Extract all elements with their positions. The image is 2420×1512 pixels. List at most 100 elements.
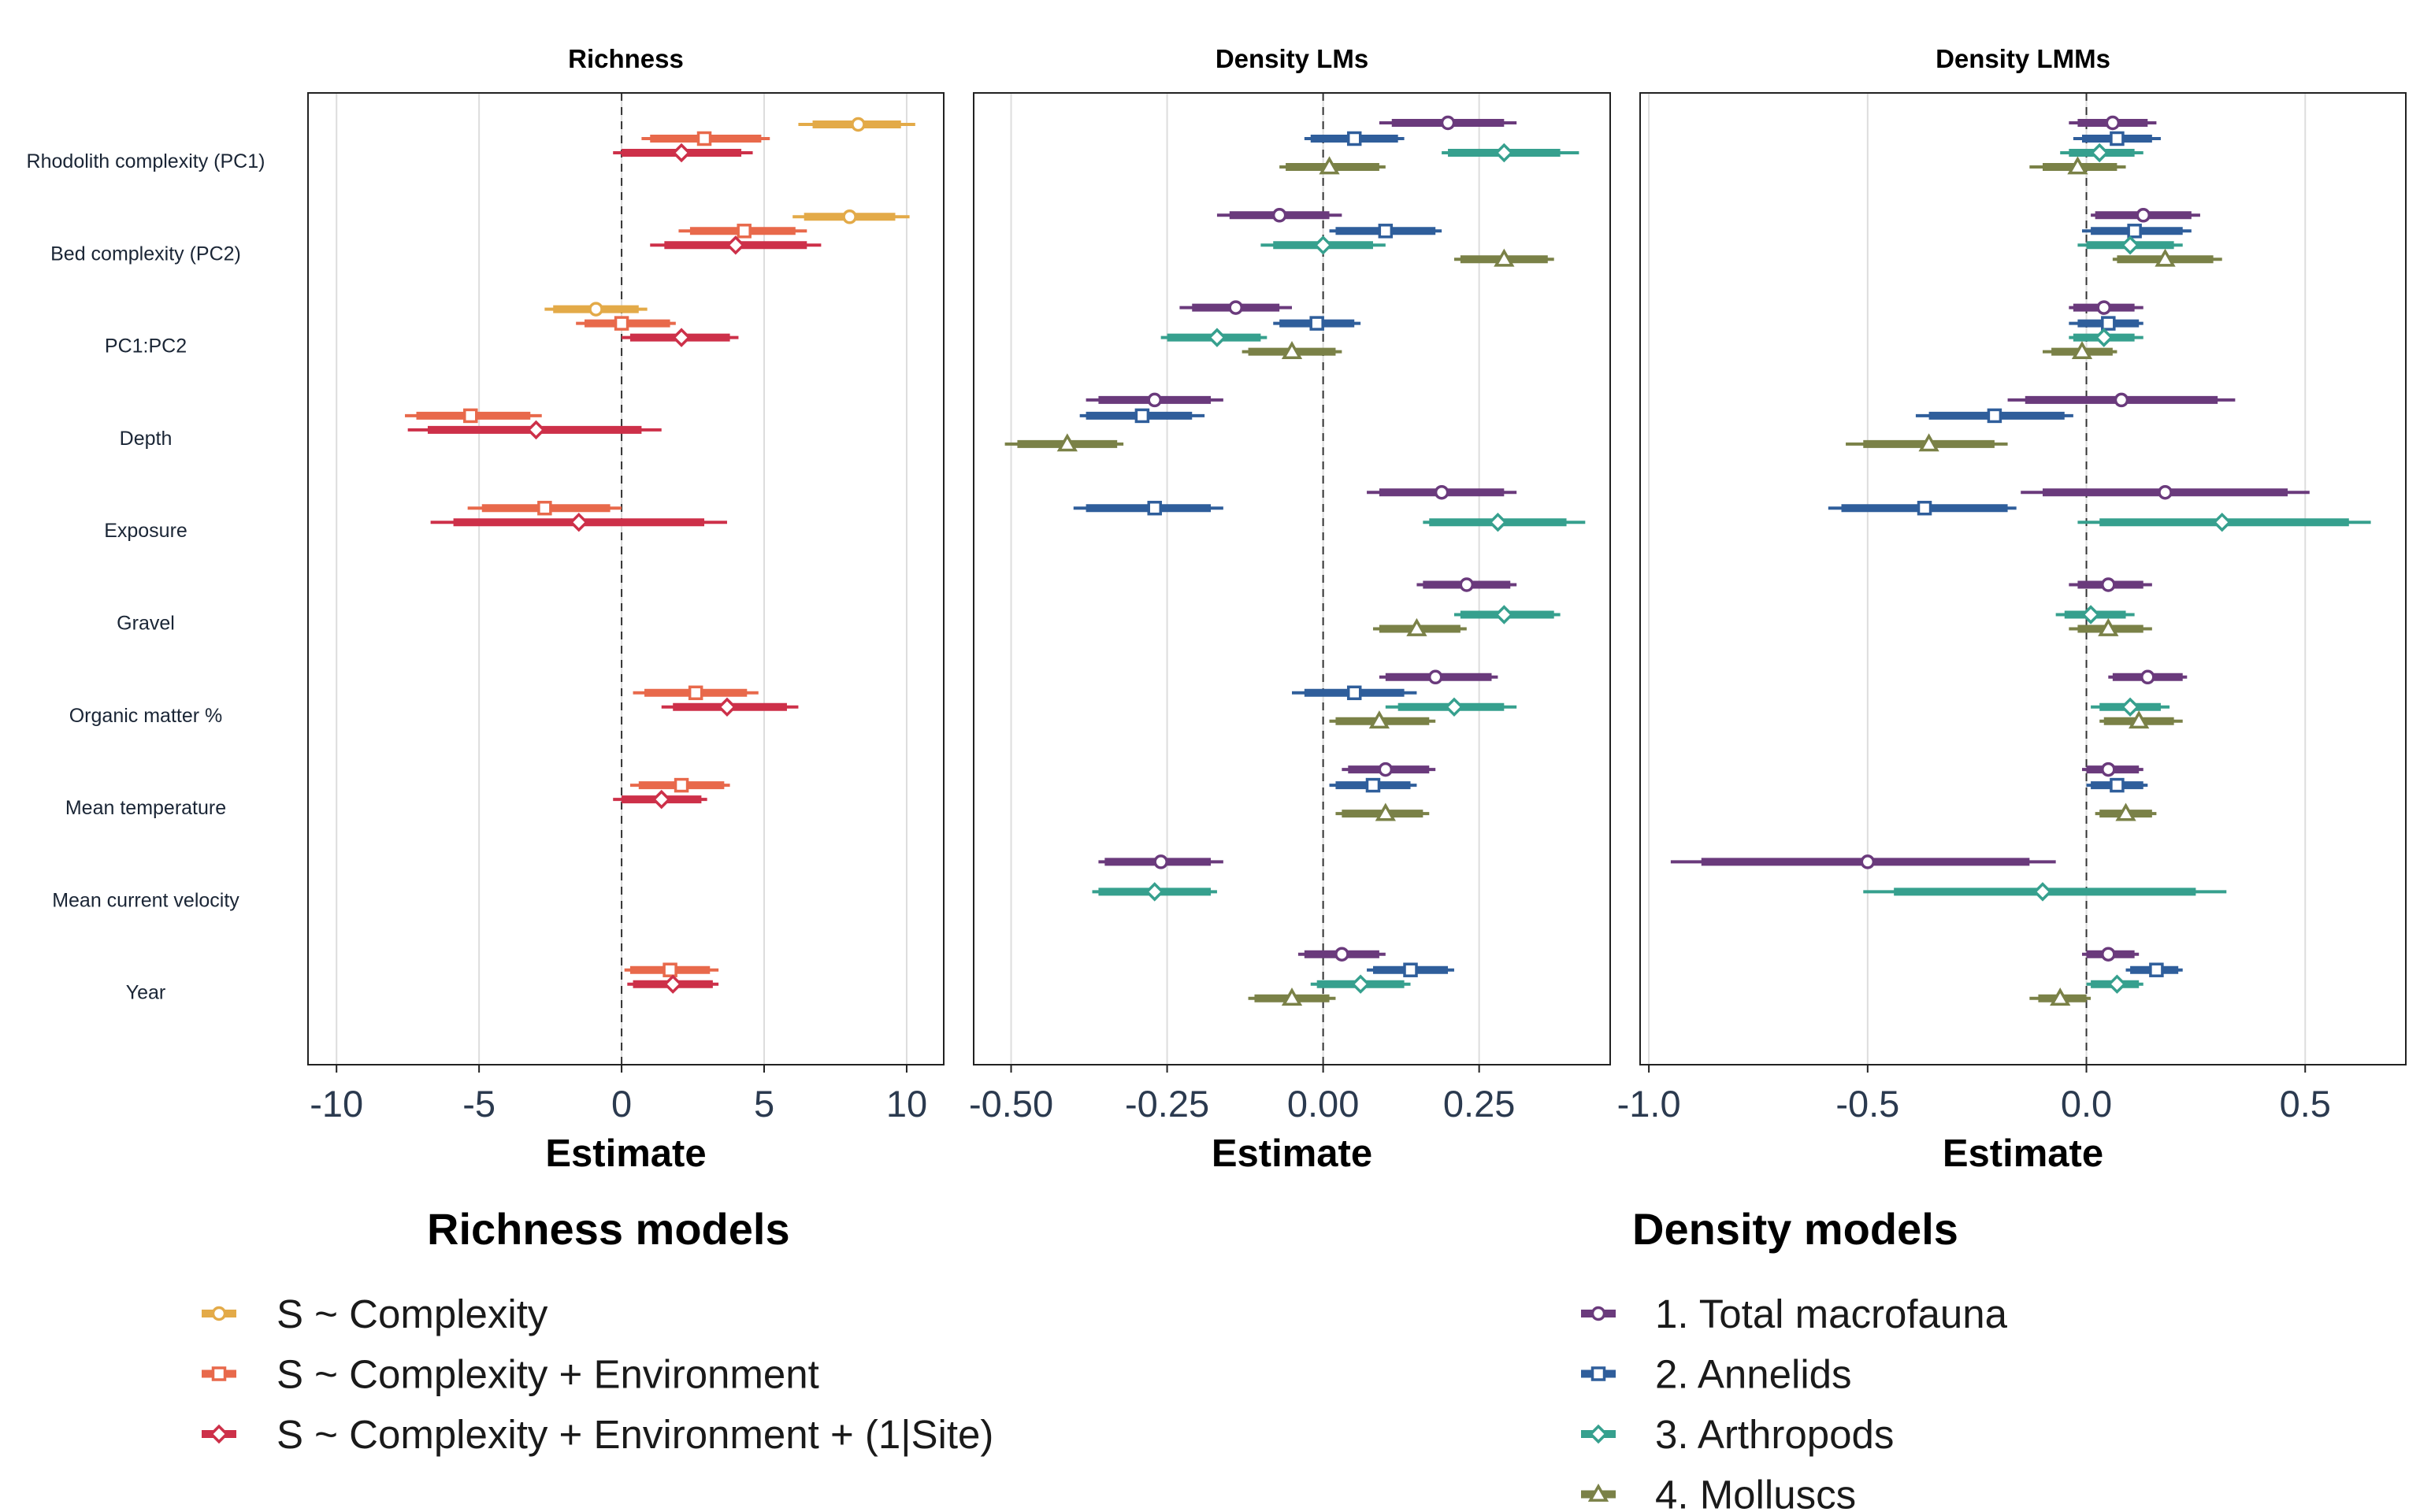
point-d3-row-9 <box>2032 882 2053 902</box>
tick-label: 5 <box>754 1083 774 1125</box>
point-d1-row-9 <box>1153 854 1168 869</box>
legend-item-label: 4. Molluscs <box>1655 1473 1856 1512</box>
legend-item-s-complexity-environment: S ~ Complexity + Environment <box>202 1352 819 1397</box>
panel-title: Richness <box>568 44 684 73</box>
tick-label: -0.25 <box>1125 1083 1209 1125</box>
tick-label: 10 <box>886 1083 927 1125</box>
point-d2-row-1 <box>1346 131 1362 146</box>
legend-item-1-total-macrofauna: 1. Total macrofauna <box>1581 1292 2008 1336</box>
point-d3-row-3 <box>1207 328 1227 347</box>
point-d1-row-3 <box>1228 300 1243 315</box>
row-label-pc1-pc2: PC1:PC2 <box>105 335 187 358</box>
point-d3-row-10 <box>2107 974 2127 994</box>
row-label-mean-temperature: Mean temperature <box>65 797 226 819</box>
point-s1-row-2 <box>842 209 857 224</box>
point-d2-row-8 <box>1365 777 1381 793</box>
point-d1-row-5 <box>1434 484 1449 500</box>
legend-title: Density models <box>1632 1204 1958 1254</box>
tick-label: 0.00 <box>1287 1083 1359 1125</box>
point-d4-row-7 <box>2129 710 2150 729</box>
point-s2-row-4 <box>463 408 478 424</box>
point-d1-row-9 <box>1860 854 1876 869</box>
point-s2-row-1 <box>696 131 712 146</box>
point-s3-row-10 <box>663 974 683 994</box>
point-s3-row-3 <box>671 328 692 347</box>
point-d4-row-6 <box>2098 617 2119 636</box>
point-d2-row-10 <box>1403 962 1418 977</box>
panel-title: Density LMMs <box>1936 44 2110 73</box>
point-d2-row-5 <box>1147 500 1162 516</box>
point-d3-row-3 <box>2094 328 2114 347</box>
point-d4-row-1 <box>1319 156 1340 175</box>
point-d2-row-2 <box>1378 224 1394 239</box>
point-d3-row-10 <box>1350 974 1371 994</box>
legend-item-label: S ~ Complexity + Environment <box>277 1352 819 1397</box>
point-d1-row-1 <box>2105 115 2121 131</box>
point-d4-row-6 <box>1406 617 1427 636</box>
point-d3-row-6 <box>1494 605 1514 624</box>
point-s3-row-1 <box>671 143 692 163</box>
row-label-organic-matter: Organic matter % <box>69 705 223 727</box>
point-d4-row-4 <box>1918 433 1939 452</box>
x-axis-label: Estimate <box>1212 1132 1372 1175</box>
point-d1-row-8 <box>1378 762 1394 777</box>
tick-label: -0.50 <box>969 1083 1053 1125</box>
point-d3-row-2 <box>2120 235 2140 255</box>
point-s3-row-4 <box>526 420 546 440</box>
legend-density-models: Density models 1. Total macrofauna 2. Anne… <box>1581 1204 2008 1512</box>
point-d4-row-7 <box>1368 710 1390 729</box>
x-axis-label: Estimate <box>545 1132 706 1175</box>
legend-item-4-molluscs: 4. Molluscs <box>1581 1473 1856 1512</box>
point-d4-row-3 <box>1281 340 1303 359</box>
point-d2-row-8 <box>2110 777 2125 793</box>
legend-key-marker <box>211 1366 227 1381</box>
point-s3-row-5 <box>569 512 589 532</box>
point-s2-row-10 <box>663 962 677 977</box>
point-d1-row-5 <box>2158 484 2173 500</box>
legend-key-marker <box>209 1424 229 1444</box>
tick-label: 0 <box>611 1083 632 1125</box>
point-s2-row-8 <box>674 777 689 793</box>
point-d1-row-2 <box>2136 208 2151 223</box>
point-d1-row-7 <box>1427 669 1443 685</box>
legend-key-marker <box>1590 1306 1606 1321</box>
legend-key-marker <box>211 1306 227 1321</box>
panel-richness: Richness -10 -5 0 5 10 Estimate <box>307 44 945 1175</box>
row-labels: Rhodolith complexity (PC1) Bed complexity… <box>27 150 265 1004</box>
point-d1-row-8 <box>2101 762 2116 777</box>
panel-title: Density LMs <box>1216 44 1368 73</box>
point-d3-row-7 <box>1444 697 1464 717</box>
point-d4-row-4 <box>1056 433 1078 452</box>
point-d3-row-7 <box>2120 697 2140 717</box>
legend-item-s-complexity-environment-1-site: S ~ Complexity + Environment + (1|Site) <box>202 1412 993 1457</box>
point-d1-row-2 <box>1271 208 1287 223</box>
point-d1-row-10 <box>2101 947 2116 962</box>
legend-item-s-complexity: S ~ Complexity <box>202 1292 548 1336</box>
point-d1-row-6 <box>1459 577 1475 592</box>
point-d3-row-1 <box>2089 143 2110 163</box>
tick-label: 0.25 <box>1443 1083 1515 1125</box>
point-d1-row-4 <box>2114 392 2129 408</box>
point-d4-row-8 <box>1375 802 1396 821</box>
tick-label: -10 <box>310 1083 363 1125</box>
row-label-exposure: Exposure <box>104 520 187 542</box>
point-d3-row-6 <box>2080 605 2101 624</box>
legend-item-label: 1. Total macrofauna <box>1655 1292 2008 1336</box>
x-axis-label: Estimate <box>1943 1132 2103 1175</box>
point-s2-row-2 <box>737 224 752 239</box>
point-d4-row-10 <box>1281 988 1303 1006</box>
legend-item-label: S ~ Complexity <box>277 1292 548 1336</box>
tick-label: -0.5 <box>1835 1083 1899 1125</box>
point-d4-row-8 <box>2115 802 2136 821</box>
point-d1-row-4 <box>1147 392 1162 408</box>
point-d2-row-2 <box>2127 224 2142 239</box>
legend-key-marker <box>1590 1366 1606 1381</box>
point-s2-row-7 <box>688 685 703 701</box>
legend-item-label: S ~ Complexity + Environment + (1|Site) <box>277 1412 993 1457</box>
panel-density-lms: Density LMs -0.50 -0.25 0.00 0.25 Estimate <box>969 44 1611 1175</box>
point-d2-row-4 <box>1987 408 2002 424</box>
legend-richness-models: Richness models S ~ Complexity S ~ Complex… <box>202 1204 993 1457</box>
point-s3-row-8 <box>651 789 671 810</box>
point-d2-row-3 <box>2101 316 2116 331</box>
point-d1-row-10 <box>1334 947 1349 962</box>
